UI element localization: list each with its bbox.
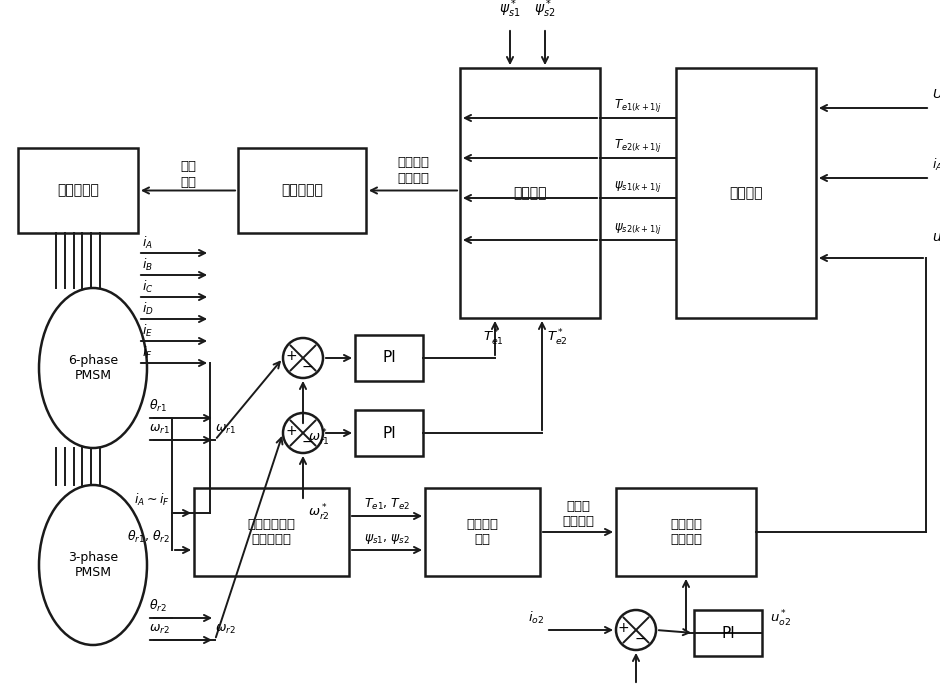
Text: 开关
信号: 开关 信号 [180,161,196,189]
Bar [616,488,756,576]
Text: PI: PI [383,425,396,440]
Bar [460,68,600,318]
Bar [694,610,762,656]
Text: $\omega_{r2}$: $\omega_{r2}$ [215,623,236,636]
Text: $\theta_{r2}$: $\theta_{r2}$ [149,598,167,614]
Bar [194,488,349,576]
Text: $T_{e1(k+1)j}$: $T_{e1(k+1)j}$ [614,97,662,114]
Text: $\omega_{r1}^*$: $\omega_{r1}^*$ [308,428,330,448]
Text: 预选的
电压矢量: 预选的 电压矢量 [562,500,594,528]
Text: $i_F$: $i_F$ [142,345,152,361]
Text: +: + [285,349,297,363]
Text: $\psi_{s2}^*$: $\psi_{s2}^*$ [534,0,556,20]
Text: $i_A{\sim}i_F$: $i_A{\sim}i_F$ [134,492,170,508]
Text: 成本函数: 成本函数 [513,186,547,200]
Bar [676,68,816,318]
Text: 定子磁链矢量
和转矩计算: 定子磁链矢量 和转矩计算 [247,518,295,546]
Text: $T_{e1}$, $T_{e2}$: $T_{e1}$, $T_{e2}$ [364,497,410,512]
Text: 6-phase
PMSM: 6-phase PMSM [68,354,118,382]
Text: $i_{o2}$: $i_{o2}$ [527,610,544,626]
Text: $u_{o2}^*$: $u_{o2}^*$ [770,609,791,629]
Text: $i_A{\sim}i_F$: $i_A{\sim}i_F$ [932,157,940,173]
Text: 最优虚拟
电压矢量: 最优虚拟 电压矢量 [397,156,429,185]
Bar [238,148,366,233]
Text: PI: PI [383,351,396,366]
Bar [355,335,423,381]
Text: +: + [618,621,629,635]
Text: $i_D$: $i_D$ [142,301,154,317]
Text: $\omega_{r2}$: $\omega_{r2}$ [149,623,170,636]
Text: $\omega_{r2}^*$: $\omega_{r2}^*$ [308,503,330,523]
Text: 脉冲发生器: 脉冲发生器 [281,183,323,198]
Text: $T_{e2}^*$: $T_{e2}^*$ [547,328,568,348]
Text: 预测模型: 预测模型 [729,186,762,200]
Text: $i_E$: $i_E$ [142,323,153,339]
Bar [355,410,423,456]
Text: $i_C$: $i_C$ [142,279,153,295]
Text: $i_B$: $i_B$ [142,257,153,273]
Text: 合成虚拟
电压矢量: 合成虚拟 电压矢量 [670,518,702,546]
Text: $-$: $-$ [634,631,646,645]
Text: 六相逆变器: 六相逆变器 [57,183,99,198]
Text: $\psi_{s1}$, $\psi_{s2}$: $\psi_{s1}$, $\psi_{s2}$ [364,532,410,546]
Text: 电压矢量
预选: 电压矢量 预选 [466,518,498,546]
Text: $T_{e2(k+1)j}$: $T_{e2(k+1)j}$ [614,137,662,154]
Text: $\omega_{r1}$: $\omega_{r1}$ [149,423,170,436]
Text: $\theta_{r1}$: $\theta_{r1}$ [149,398,167,414]
Text: $\psi_{s2(k+1)j}$: $\psi_{s2(k+1)j}$ [614,221,662,236]
Text: $U_{DC}$: $U_{DC}$ [932,88,940,103]
Text: $\psi_{s1}^*$: $\psi_{s1}^*$ [499,0,521,20]
Text: 3-phase
PMSM: 3-phase PMSM [68,551,118,579]
Bar [18,148,138,233]
Text: $u_j$: $u_j$ [932,232,940,248]
Text: PI: PI [721,626,735,641]
Text: $T_{e1}^*$: $T_{e1}^*$ [482,328,504,348]
Bar [425,488,540,576]
Text: $-$: $-$ [301,359,313,373]
Text: $i_A$: $i_A$ [142,235,153,251]
Text: $\psi_{s1(k+1)j}$: $\psi_{s1(k+1)j}$ [614,179,662,194]
Text: +: + [285,424,297,438]
Text: $\theta_{r1}$, $\theta_{r2}$: $\theta_{r1}$, $\theta_{r2}$ [127,529,170,545]
Text: $-$: $-$ [301,434,313,448]
Text: $\omega_{r1}$: $\omega_{r1}$ [215,423,236,436]
